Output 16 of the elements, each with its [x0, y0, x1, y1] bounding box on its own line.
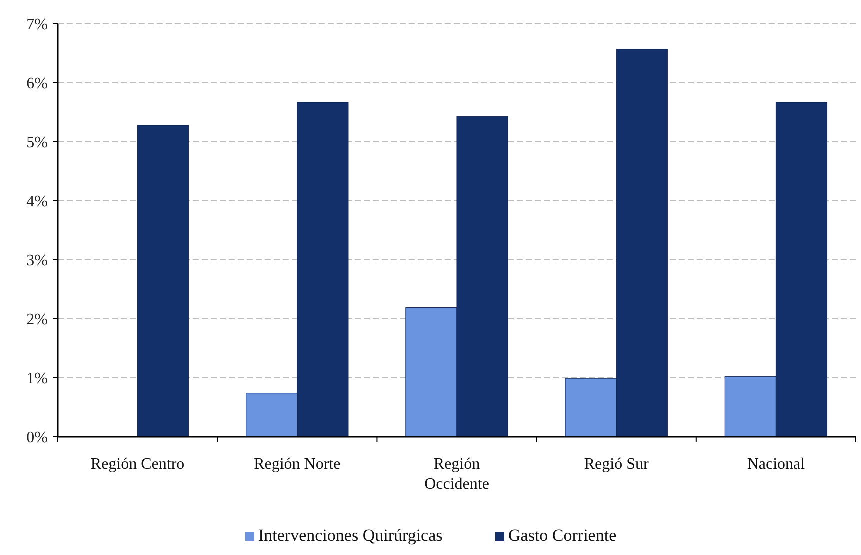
y-tick-label: 5% [26, 134, 48, 152]
x-tick-label: Región Occidente [424, 456, 490, 493]
y-tick-label: 3% [26, 252, 48, 270]
x-tick-label: Regió Sur [584, 456, 650, 473]
y-tick-label: 0% [26, 430, 48, 447]
x-tick-label: Nacional [747, 456, 806, 473]
y-tick-label: 4% [26, 194, 48, 211]
y-tick-label: 6% [26, 76, 48, 93]
y-tick-label: 2% [26, 312, 48, 329]
y-tick-label: 7% [26, 16, 48, 34]
legend-label: Intervenciones Quirúrgicas [258, 526, 443, 545]
legend-label: Gasto Corriente [508, 526, 617, 545]
y-tick-label: 1% [26, 370, 48, 388]
x-tick-label: Región Centro [90, 456, 185, 473]
bar [138, 125, 190, 438]
x-tick-label: Región Norte [254, 456, 341, 473]
